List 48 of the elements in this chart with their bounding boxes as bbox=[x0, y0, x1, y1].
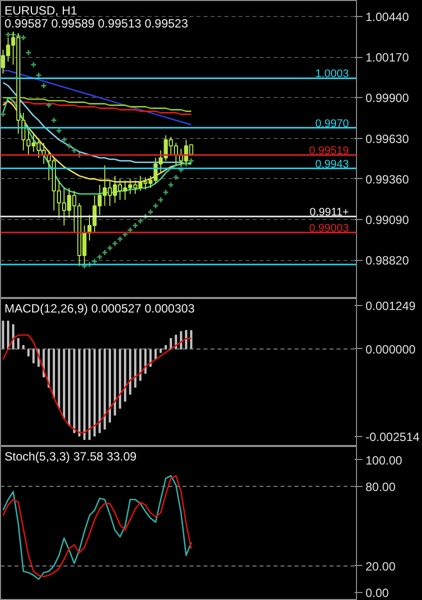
y-tick-label: 0.001249 bbox=[366, 299, 416, 313]
y-tick-label: 20.00 bbox=[366, 559, 396, 574]
y-tick-label: 1.00440 bbox=[366, 10, 410, 24]
point bbox=[46, 102, 52, 108]
point bbox=[20, 34, 27, 41]
y-tick-label: 0.000000 bbox=[366, 342, 416, 356]
point bbox=[178, 166, 184, 174]
ref-line-label: 0.99003 bbox=[309, 222, 349, 235]
point bbox=[70, 147, 78, 154]
line-series bbox=[2, 102, 192, 115]
ref-line-label: 1.0003 bbox=[315, 68, 349, 80]
ref-line-label: 0.9970 bbox=[315, 118, 349, 130]
ref-line-label: 0.9943 bbox=[315, 158, 349, 170]
point bbox=[10, 31, 16, 38]
point bbox=[30, 61, 37, 68]
point bbox=[157, 196, 164, 204]
y-tick-label: 80.00 bbox=[366, 480, 396, 494]
line-series bbox=[2, 97, 192, 112]
point bbox=[0, 111, 6, 118]
point bbox=[66, 142, 72, 150]
point bbox=[50, 117, 58, 124]
y-tick-label: 100.00 bbox=[366, 453, 403, 468]
chart-title: MACD(12,26,9) 0.000527 0.000303 bbox=[4, 302, 195, 316]
ref-line-label: 0.9911+ bbox=[310, 206, 349, 218]
line-series bbox=[2, 70, 192, 126]
point bbox=[168, 182, 174, 188]
y-tick-label: 0.99360 bbox=[366, 172, 410, 186]
y-tick-label: 0.99900 bbox=[366, 91, 410, 106]
y-tick-label: -0.002514 bbox=[366, 430, 420, 444]
point bbox=[60, 136, 68, 144]
text: 0.99587 0.99589 0.99513 0.99523 bbox=[4, 16, 188, 30]
chart-title: Stoch(5,3,3) 37.58 33.09 bbox=[4, 450, 137, 464]
line-series bbox=[2, 334, 192, 434]
y-tick-label: 1.00170 bbox=[366, 50, 410, 65]
y-tick-label: 0.00 bbox=[366, 586, 390, 600]
point bbox=[162, 189, 170, 196]
point bbox=[172, 174, 180, 181]
point bbox=[56, 128, 62, 134]
y-tick-label: 0.98820 bbox=[366, 254, 410, 268]
point bbox=[40, 82, 47, 89]
y-tick-label: 0.99630 bbox=[366, 132, 410, 146]
point bbox=[25, 49, 32, 56]
ref-line-label: 0.99519 bbox=[309, 144, 349, 157]
point bbox=[35, 72, 42, 78]
y-tick-label: 0.99090 bbox=[366, 212, 410, 227]
chart-title: EURUSD, H1 bbox=[4, 4, 78, 18]
point bbox=[152, 202, 159, 210]
point bbox=[4, 31, 12, 38]
